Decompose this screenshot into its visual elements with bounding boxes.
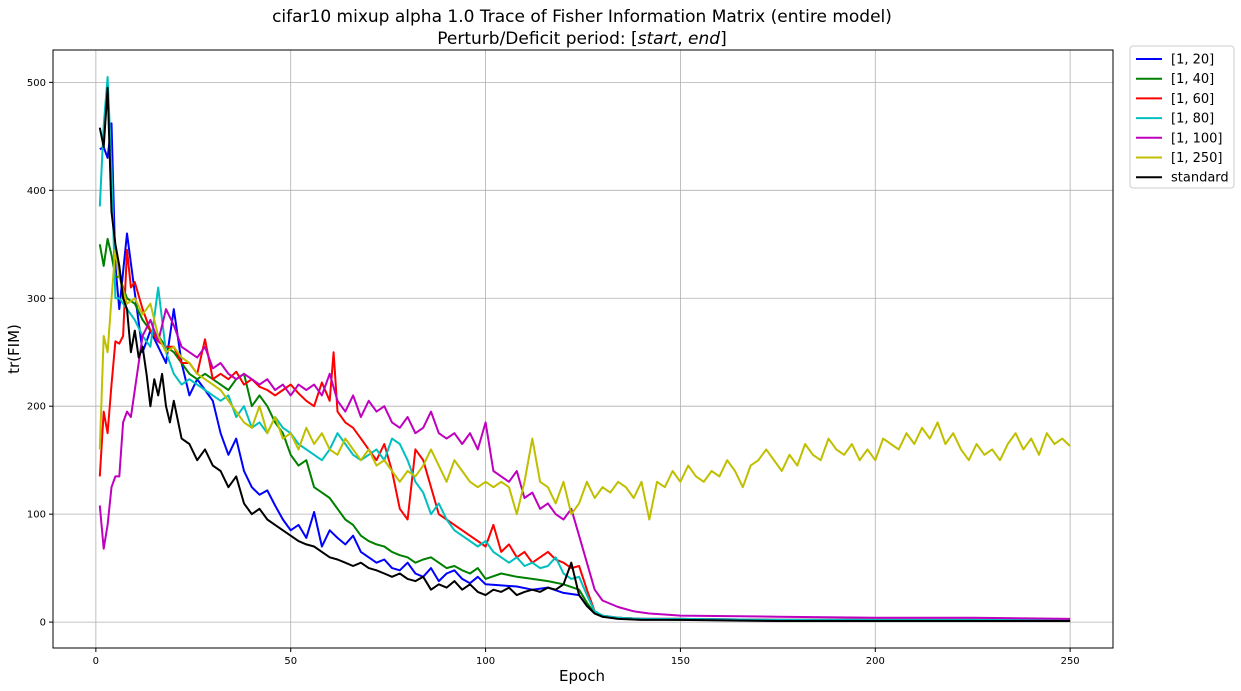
series-line-3 [98,76,1071,621]
series-line-1 [98,237,1071,621]
series-line-4 [98,308,1071,620]
x-tick-label: 250 [1061,656,1080,667]
series-line-5 [98,248,1071,521]
y-tick-label: 300 [27,294,46,305]
series-line-2 [98,248,1071,621]
y-axis-ticks: 0 100 200 300 400 500 [27,78,53,629]
legend-label: [1, 20] [1171,53,1214,68]
x-tick-label: 50 [284,656,297,667]
legend-box [1129,45,1235,189]
y-tick-label: 500 [27,78,46,89]
y-tick-label: 100 [27,510,46,521]
legend-label: [1, 40] [1171,72,1214,87]
grid-lines [53,50,1113,648]
x-axis-label: Epoch [559,667,605,685]
legend-label: [1, 250] [1171,151,1223,166]
legend-label: [1, 100] [1171,131,1223,146]
legend-label: [1, 80] [1171,112,1214,127]
chart-title: cifar10 mixup alpha 1.0 Trace of Fisher … [272,7,892,27]
legend-label: [1, 60] [1171,92,1214,107]
x-tick-label: 200 [866,656,885,667]
y-tick-label: 200 [27,402,46,413]
series-layer [98,76,1071,622]
x-tick-label: 100 [476,656,495,667]
y-tick-label: 0 [40,618,46,629]
y-tick-label: 400 [27,186,46,197]
plot-frame [52,49,1114,649]
x-tick-label: 0 [93,656,99,667]
x-tick-label: 150 [671,656,690,667]
x-axis-ticks: 0 50 100 150 200 250 [93,648,1080,667]
series-line-6 [98,86,1071,622]
y-axis-label: tr(FIM) [5,324,23,374]
series-line-0 [99,122,1071,621]
legend-label: standard [1171,171,1229,186]
legend: [1, 20] [1, 40] [1, 60] [1, 80] [1, 100] [1, … [1129,45,1235,189]
chart-subtitle: Perturb/Deficit period: [start, end] [437,29,726,49]
